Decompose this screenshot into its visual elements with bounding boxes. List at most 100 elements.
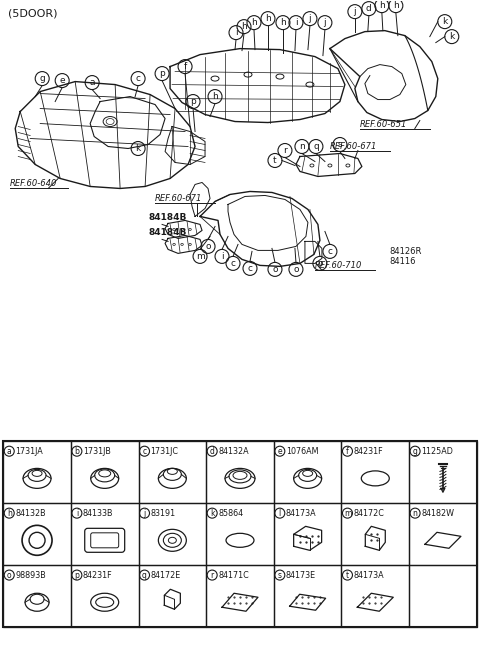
- Text: c: c: [327, 247, 333, 256]
- Text: d: d: [210, 447, 215, 456]
- Bar: [139, 503, 206, 565]
- Text: 84172E: 84172E: [151, 571, 181, 580]
- Text: c: c: [248, 264, 252, 273]
- Text: 84133B: 84133B: [83, 508, 113, 518]
- Text: 1076AM: 1076AM: [286, 447, 318, 456]
- Bar: [3, 565, 71, 627]
- Text: 84116: 84116: [390, 257, 416, 266]
- Text: REF.60-671: REF.60-671: [330, 142, 377, 150]
- Text: 84184B: 84184B: [148, 228, 186, 237]
- Text: s: s: [337, 140, 342, 149]
- Text: t: t: [273, 156, 277, 165]
- Bar: [71, 441, 139, 503]
- Bar: [409, 503, 477, 565]
- Text: n: n: [299, 142, 305, 151]
- Text: REF.60-640: REF.60-640: [10, 180, 58, 188]
- Text: 1731JC: 1731JC: [151, 447, 179, 456]
- Bar: [341, 503, 409, 565]
- Text: o: o: [205, 242, 211, 251]
- Text: 84231F: 84231F: [353, 447, 383, 456]
- Text: h: h: [393, 1, 399, 10]
- Bar: [206, 441, 274, 503]
- Bar: [3, 441, 71, 503]
- Text: h: h: [379, 1, 385, 10]
- Text: r: r: [283, 146, 287, 155]
- Bar: [3, 503, 71, 565]
- Text: t: t: [346, 571, 349, 580]
- Text: l: l: [279, 508, 281, 518]
- Text: o: o: [317, 259, 323, 268]
- Bar: [409, 441, 477, 503]
- Bar: [206, 503, 274, 565]
- Text: 84126R: 84126R: [390, 247, 422, 256]
- Text: c: c: [230, 259, 236, 268]
- Text: f: f: [346, 447, 349, 456]
- Text: o: o: [7, 571, 12, 580]
- Text: REF.60-710: REF.60-710: [315, 261, 362, 270]
- Text: o: o: [293, 265, 299, 274]
- Text: h: h: [241, 22, 247, 31]
- Bar: [274, 441, 341, 503]
- Text: 1125AD: 1125AD: [421, 447, 453, 456]
- Text: 85864: 85864: [218, 508, 243, 518]
- Text: i: i: [235, 28, 237, 37]
- Text: o: o: [272, 265, 278, 274]
- Bar: [341, 565, 409, 627]
- Text: j: j: [309, 14, 311, 23]
- Text: (5DOOR): (5DOOR): [8, 9, 58, 18]
- Bar: [71, 503, 139, 565]
- Text: b: b: [74, 447, 79, 456]
- Text: 84132B: 84132B: [15, 508, 46, 518]
- Text: m: m: [344, 508, 351, 518]
- Text: e: e: [60, 76, 65, 85]
- Text: 84171C: 84171C: [218, 571, 249, 580]
- Text: h: h: [212, 92, 218, 101]
- Text: k: k: [442, 17, 447, 26]
- Text: f: f: [183, 62, 187, 71]
- Text: 84172C: 84172C: [353, 508, 384, 518]
- Bar: [274, 503, 341, 565]
- Text: k: k: [449, 32, 455, 41]
- Text: s: s: [278, 571, 282, 580]
- Text: h: h: [280, 18, 286, 27]
- Text: p: p: [74, 571, 79, 580]
- Text: 83191: 83191: [151, 508, 176, 518]
- Text: q: q: [313, 142, 319, 151]
- Text: p: p: [159, 69, 165, 78]
- Text: g: g: [413, 447, 418, 456]
- Text: j: j: [324, 18, 326, 27]
- Text: 84173E: 84173E: [286, 571, 316, 580]
- Text: r: r: [211, 571, 214, 580]
- Text: REF.60-671: REF.60-671: [155, 194, 203, 203]
- Bar: [206, 565, 274, 627]
- Text: 1731JB: 1731JB: [83, 447, 111, 456]
- Text: q: q: [142, 571, 147, 580]
- Text: p: p: [190, 97, 196, 106]
- Bar: [274, 565, 341, 627]
- Text: i: i: [295, 18, 297, 27]
- Text: i: i: [76, 508, 78, 518]
- Text: 84132A: 84132A: [218, 447, 249, 456]
- Text: k: k: [135, 144, 141, 153]
- Text: c: c: [136, 74, 141, 83]
- Text: m: m: [196, 252, 204, 261]
- Text: 1731JA: 1731JA: [15, 447, 43, 456]
- Text: c: c: [143, 447, 146, 456]
- Text: k: k: [210, 508, 215, 518]
- Bar: [409, 565, 477, 627]
- Bar: [71, 565, 139, 627]
- Text: 84231F: 84231F: [83, 571, 112, 580]
- Bar: [341, 441, 409, 503]
- Text: 84173A: 84173A: [353, 571, 384, 580]
- Text: 84184B: 84184B: [148, 213, 186, 222]
- Text: i: i: [221, 252, 223, 261]
- Text: j: j: [144, 508, 145, 518]
- Text: h: h: [7, 508, 12, 518]
- Text: e: e: [277, 447, 282, 456]
- Text: 84173A: 84173A: [286, 508, 316, 518]
- Text: j: j: [354, 7, 356, 16]
- Text: 84182W: 84182W: [421, 508, 454, 518]
- Text: h: h: [251, 18, 257, 27]
- Bar: [139, 565, 206, 627]
- Text: REF.60-651: REF.60-651: [360, 119, 407, 129]
